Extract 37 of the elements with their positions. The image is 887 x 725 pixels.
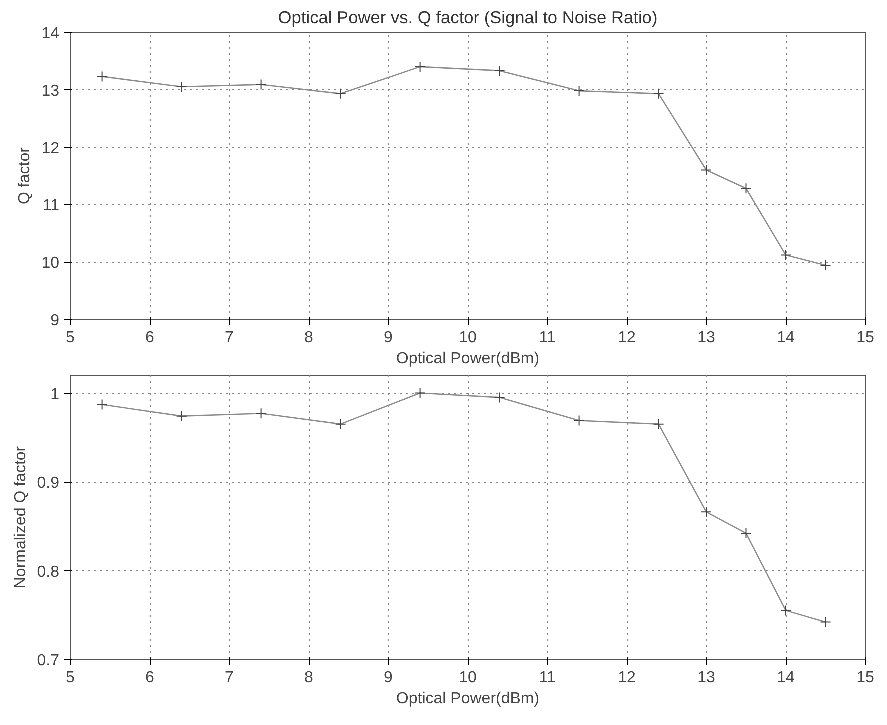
y-axis-title: Normalized Q factor	[12, 446, 30, 589]
x-tick-label: 14	[777, 330, 795, 346]
x-tick-label: 7	[225, 330, 234, 346]
y-tick-label: 9	[50, 312, 60, 330]
y-tick-label: 11	[42, 198, 60, 215]
x-tick-label: 9	[384, 330, 394, 346]
x-tick-label: 6	[146, 330, 155, 346]
x-tick-label: 6	[146, 670, 155, 686]
x-tick-label: 14	[777, 670, 795, 686]
x-tick-label: 5	[66, 670, 76, 686]
x-tick-label: 13	[698, 670, 716, 686]
y-tick-label: 0.7	[37, 652, 60, 670]
x-tick-label: 12	[618, 330, 636, 346]
x-tick-label: 11	[539, 330, 556, 346]
chart-title: Optical Power vs. Q factor (Signal to Noise Ratio)	[278, 8, 658, 28]
x-tick-label: 10	[459, 330, 477, 346]
x-tick-label: 5	[66, 330, 76, 346]
x-tick-label: 8	[304, 330, 314, 346]
y-tick-label: 14	[42, 26, 60, 42]
x-tick-label: 9	[384, 670, 394, 686]
y-tick-label: 10	[42, 255, 60, 272]
x-tick-label: 12	[618, 670, 636, 686]
x-axis-title: Optical Power(dBm)	[396, 350, 540, 368]
y-tick-label: 1	[50, 386, 60, 404]
x-tick-label: 15	[856, 670, 874, 686]
x-tick-label: 8	[304, 670, 314, 686]
y-tick-label: 12	[42, 140, 60, 158]
y-tick-label: 0.8	[37, 564, 60, 581]
x-tick-label: 15	[856, 330, 874, 346]
x-tick-label: 13	[698, 330, 716, 346]
x-tick-label: 7	[225, 670, 234, 686]
x-tick-label: 11	[539, 670, 556, 686]
x-axis-title: Optical Power(dBm)	[396, 690, 540, 708]
y-tick-label: 13	[42, 82, 60, 100]
x-tick-label: 10	[459, 670, 477, 686]
y-axis-title: Q factor	[16, 146, 34, 204]
y-tick-label: 0.9	[37, 475, 60, 492]
